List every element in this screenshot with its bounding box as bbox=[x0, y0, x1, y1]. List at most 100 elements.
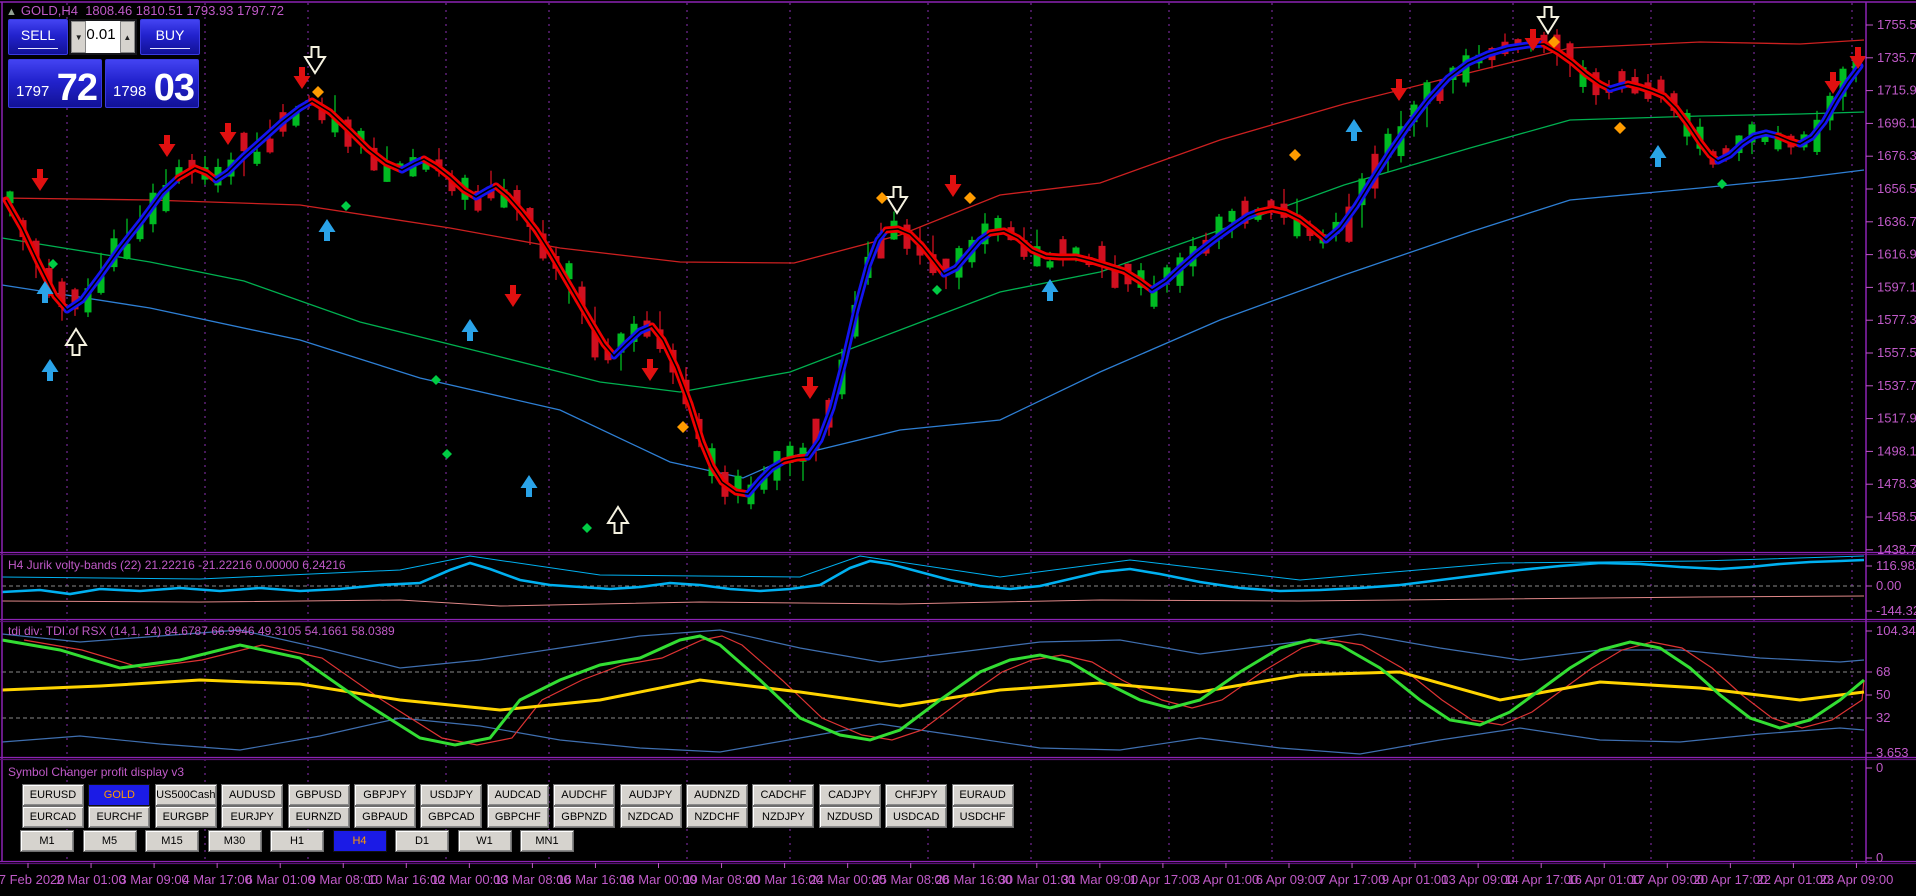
sell-arrow-icon bbox=[1390, 79, 1408, 101]
candle bbox=[1462, 55, 1470, 83]
price-tick-label: 1478.35 bbox=[1877, 476, 1916, 491]
sell-arrow-icon bbox=[158, 135, 176, 157]
buy-arrow-icon bbox=[520, 475, 538, 497]
orange-diamond-icon bbox=[677, 421, 689, 433]
volume-stepper: ▼ 0.01 ▲ bbox=[69, 19, 137, 55]
timeframe-button-H4[interactable]: H4 bbox=[332, 830, 387, 852]
sell-arrow-icon bbox=[1824, 72, 1842, 94]
timeframe-button-M30[interactable]: M30 bbox=[207, 830, 262, 852]
orange-diamond-icon bbox=[876, 192, 888, 204]
symbol-button-CHFJPY[interactable]: CHFJPY bbox=[885, 784, 948, 806]
candle bbox=[266, 138, 274, 153]
symbol-button-EURCAD[interactable]: EURCAD bbox=[22, 806, 84, 828]
symbol-button-AUDJPY[interactable]: AUDJPY bbox=[619, 784, 682, 806]
symbol-button-AUDCAD[interactable]: AUDCAD bbox=[486, 784, 549, 806]
one-click-trade-panel: SELL ▼ 0.01 ▲ BUY 1797 72 1798 03 bbox=[8, 19, 200, 109]
symbol-button-USDJPY[interactable]: USDJPY bbox=[420, 784, 483, 806]
candle bbox=[331, 116, 339, 133]
signal-markers bbox=[31, 6, 1867, 534]
candle bbox=[136, 222, 144, 240]
orange-diamond-icon bbox=[1614, 122, 1626, 134]
timeframe-button-M15[interactable]: M15 bbox=[145, 830, 199, 852]
symbol-button-NZDCAD[interactable]: NZDCAD bbox=[619, 806, 682, 828]
price-tick-label: 1577.35 bbox=[1877, 312, 1916, 327]
symbol-button-EURJPY[interactable]: EURJPY bbox=[221, 806, 284, 828]
symbol-button-AUDUSD[interactable]: AUDUSD bbox=[221, 784, 284, 806]
symbol-button-EURGBP[interactable]: EURGBP bbox=[154, 806, 217, 828]
symbol-button-CADCHF[interactable]: CADCHF bbox=[752, 784, 815, 806]
buy-arrow-icon bbox=[318, 219, 336, 241]
time-tick-label: 16 Mar 16:00 bbox=[557, 872, 634, 887]
time-tick-label: 30 Mar 01:00 bbox=[998, 872, 1075, 887]
candle bbox=[734, 475, 742, 490]
candle bbox=[1618, 71, 1626, 89]
symbol-button-EURAUD[interactable]: EURAUD bbox=[951, 784, 1014, 806]
time-tick-label: 22 Apr 01:00 bbox=[1757, 872, 1831, 887]
time-tick-label: 19 Mar 08:00 bbox=[683, 872, 760, 887]
time-tick-label: 12 Mar 00:00 bbox=[431, 872, 508, 887]
sell-button[interactable]: SELL bbox=[8, 19, 68, 55]
symbol-button-NZDJPY[interactable]: NZDJPY bbox=[752, 806, 815, 828]
green-diamond-icon bbox=[932, 285, 942, 295]
buy-price-display[interactable]: 1798 03 bbox=[105, 59, 199, 109]
candle bbox=[877, 233, 885, 259]
symbol-button-USDCAD[interactable]: USDCAD bbox=[885, 806, 948, 828]
symbol-button-GBPCAD[interactable]: GBPCAD bbox=[420, 806, 483, 828]
lower-band-line bbox=[1, 169, 1865, 479]
symbol-button-AUDCHF[interactable]: AUDCHF bbox=[553, 784, 616, 806]
symbol-button-GOLD[interactable]: GOLD bbox=[88, 784, 151, 806]
candle bbox=[1566, 43, 1574, 61]
symbol-button-GBPCHF[interactable]: GBPCHF bbox=[486, 806, 549, 828]
candle bbox=[1072, 247, 1080, 258]
symbol-button-GBPUSD[interactable]: GBPUSD bbox=[287, 784, 350, 806]
symbol-button-EURCHF[interactable]: EURCHF bbox=[88, 806, 151, 828]
symbol-button-GBPNZD[interactable]: GBPNZD bbox=[553, 806, 616, 828]
candle bbox=[1215, 216, 1223, 240]
tdi-scale-label: 3.653 bbox=[1876, 745, 1909, 760]
jurik-lower-line bbox=[1, 595, 1865, 607]
timeframe-button-H1[interactable]: H1 bbox=[270, 830, 324, 852]
symbol-button-NZDUSD[interactable]: NZDUSD bbox=[818, 806, 881, 828]
window-separators[interactable] bbox=[0, 1, 1916, 865]
timeframe-button-M5[interactable]: M5 bbox=[82, 830, 137, 852]
sell-arrow-icon bbox=[31, 169, 49, 191]
timeframe-button-D1[interactable]: D1 bbox=[395, 830, 449, 852]
candle bbox=[617, 333, 625, 353]
buy-arrow-icon bbox=[1649, 145, 1667, 167]
price-tick-label: 1755.55 bbox=[1877, 17, 1916, 32]
symbol-button-GBPAUD[interactable]: GBPAUD bbox=[354, 806, 416, 828]
exit-down-arrow-icon bbox=[885, 186, 909, 215]
sell-underline bbox=[17, 48, 59, 49]
symbol-button-AUDNZD[interactable]: AUDNZD bbox=[686, 784, 748, 806]
symbol-button-EURUSD[interactable]: EURUSD bbox=[22, 784, 84, 806]
symbol-button-EURNZD[interactable]: EURNZD bbox=[287, 806, 350, 828]
buy-arrow-icon bbox=[461, 319, 479, 341]
tdi-scale-label: 68 bbox=[1876, 664, 1890, 679]
volume-decrease-button[interactable]: ▼ bbox=[71, 21, 87, 53]
symbol-button-CADJPY[interactable]: CADJPY bbox=[818, 784, 881, 806]
symbol-button-GBPJPY[interactable]: GBPJPY bbox=[354, 784, 416, 806]
symbol-button-NZDCHF[interactable]: NZDCHF bbox=[686, 806, 748, 828]
candle bbox=[448, 178, 456, 192]
candle bbox=[565, 263, 573, 280]
price-axis[interactable]: 1755.55 1735.75 1715.95 1696.15 1676.35 1656.… bbox=[1866, 17, 1916, 865]
candle bbox=[786, 445, 794, 463]
timeframe-button-M1[interactable]: M1 bbox=[20, 830, 74, 852]
symbol-button-US500Cash[interactable]: US500Cash bbox=[154, 784, 217, 806]
price-tick-label: 1537.75 bbox=[1877, 378, 1916, 393]
volume-input[interactable]: 0.01 bbox=[86, 26, 116, 43]
symbols-scale-label: 0 bbox=[1876, 850, 1883, 865]
buy-button[interactable]: BUY bbox=[140, 19, 200, 55]
timeframe-button-W1[interactable]: W1 bbox=[457, 830, 512, 852]
candle bbox=[1306, 228, 1314, 237]
timeframe-button-MN1[interactable]: MN1 bbox=[520, 830, 574, 852]
candle bbox=[1046, 261, 1054, 268]
symbol-button-USDCHF[interactable]: USDCHF bbox=[951, 806, 1014, 828]
time-tick-label: 4 Mar 17:00 bbox=[182, 872, 251, 887]
volume-increase-button[interactable]: ▲ bbox=[119, 21, 135, 53]
sell-price-display[interactable]: 1797 72 bbox=[8, 59, 102, 109]
candle bbox=[1436, 87, 1444, 101]
tdi-base-line bbox=[1, 670, 1865, 712]
